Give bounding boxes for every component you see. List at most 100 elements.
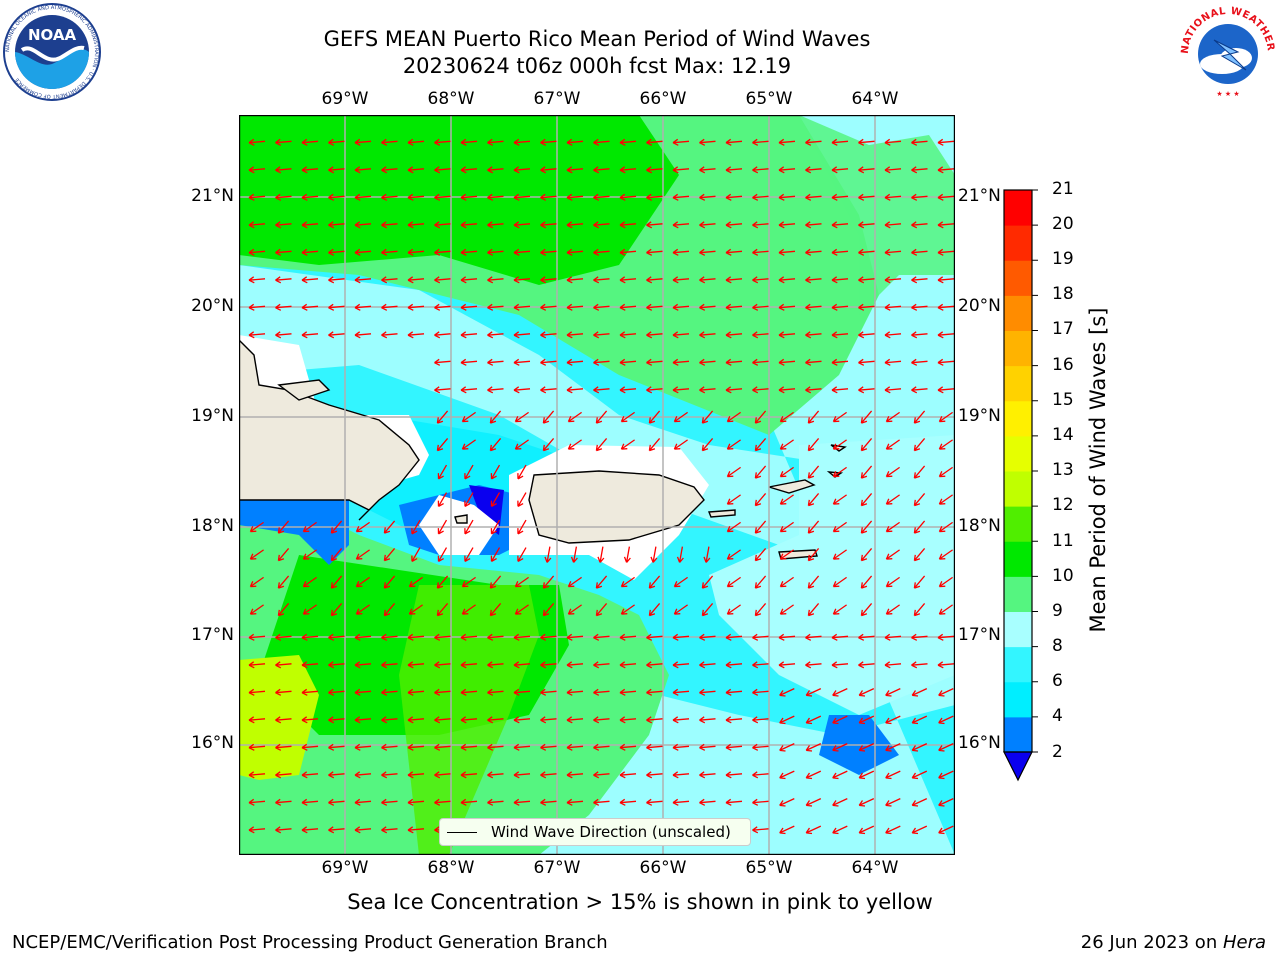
wind-wave-arrow xyxy=(595,410,608,424)
colorbar-tick-label: 21 xyxy=(1052,179,1074,199)
wind-wave-arrow xyxy=(407,248,425,256)
wind-wave-arrow xyxy=(542,437,555,452)
wind-wave-arrow xyxy=(672,358,690,366)
colorbar-segment xyxy=(1004,576,1032,612)
wind-wave-arrow xyxy=(778,633,796,641)
wind-wave-arrow xyxy=(328,331,345,339)
lon-label-bottom: 67°W xyxy=(533,858,581,878)
wind-wave-arrow xyxy=(301,716,319,724)
wind-wave-arrow xyxy=(752,331,769,339)
wind-wave-arrow xyxy=(805,248,822,256)
wind-wave-arrow xyxy=(831,138,849,146)
legend-line-sample xyxy=(447,832,477,833)
colorbar-tick-label: 15 xyxy=(1052,390,1074,410)
wind-wave-arrow xyxy=(593,358,610,366)
lon-label-bottom: 66°W xyxy=(639,858,687,878)
wind-wave-arrow xyxy=(831,221,849,229)
wind-wave-arrow xyxy=(779,798,795,807)
colorbar xyxy=(1003,189,1038,782)
wind-wave-arrow xyxy=(884,221,902,229)
wind-wave-arrow xyxy=(489,410,502,424)
wind-wave-arrow xyxy=(858,276,875,284)
wind-wave-arrow xyxy=(487,138,504,146)
wind-wave-arrow xyxy=(884,303,902,311)
wind-wave-arrow xyxy=(752,386,769,394)
wind-wave-arrow xyxy=(460,716,478,724)
wind-wave-arrow xyxy=(911,193,928,201)
wind-wave-arrow xyxy=(807,602,820,617)
wind-wave-arrow xyxy=(436,575,449,589)
wind-wave-arrow xyxy=(672,771,690,779)
wind-wave-arrow xyxy=(754,520,767,534)
lon-label-top: 68°W xyxy=(427,89,475,109)
wind-wave-arrow xyxy=(275,633,292,641)
map-legend: Wind Wave Direction (unscaled) xyxy=(439,818,751,846)
wind-wave-arrow xyxy=(487,358,504,366)
wind-wave-arrow xyxy=(752,633,769,641)
wind-wave-arrow xyxy=(938,798,954,807)
wind-wave-arrow xyxy=(301,193,319,201)
wind-wave-arrow xyxy=(646,276,663,284)
wind-wave-arrow xyxy=(407,661,425,669)
lon-label-top: 69°W xyxy=(321,89,369,109)
colorbar-tick-label: 6 xyxy=(1052,671,1063,691)
wind-wave-arrow xyxy=(913,575,926,589)
wind-wave-arrow xyxy=(884,386,902,394)
wind-wave-arrow xyxy=(807,575,820,589)
wind-wave-arrow xyxy=(407,771,425,779)
wind-wave-arrow xyxy=(540,303,557,311)
lat-label-left: 20°N xyxy=(191,296,234,316)
wind-wave-arrow xyxy=(489,575,502,589)
wind-wave-arrow xyxy=(540,716,557,724)
wind-wave-arrow xyxy=(646,193,663,201)
wave-period-field xyxy=(239,115,955,855)
wind-wave-arrow xyxy=(646,358,663,366)
wind-wave-arrow xyxy=(805,715,822,725)
wind-wave-arrow xyxy=(832,825,848,835)
wind-wave-arrow xyxy=(513,716,531,724)
wind-wave-arrow xyxy=(460,303,478,311)
wind-wave-arrow xyxy=(831,358,849,366)
colorbar-tick-label: 16 xyxy=(1052,355,1074,375)
wind-wave-arrow xyxy=(831,276,849,284)
wind-wave-arrow xyxy=(699,386,716,394)
wind-wave-arrow xyxy=(460,193,478,201)
svg-text:★ ★ ★: ★ ★ ★ xyxy=(1216,90,1239,98)
wind-wave-arrow xyxy=(619,248,637,256)
wind-wave-arrow xyxy=(460,771,478,779)
wind-wave-arrow xyxy=(593,633,610,641)
wind-wave-arrow xyxy=(460,798,478,806)
wind-wave-arrow xyxy=(248,303,266,311)
wind-wave-arrow xyxy=(275,166,292,174)
wind-wave-arrow xyxy=(567,604,582,615)
wind-wave-arrow xyxy=(860,602,873,617)
wind-wave-arrow xyxy=(381,716,398,724)
wind-wave-arrow xyxy=(487,166,504,174)
wind-wave-arrow xyxy=(513,633,531,641)
wind-wave-arrow xyxy=(328,661,345,669)
wind-wave-arrow xyxy=(726,549,741,560)
wind-wave-arrow xyxy=(858,193,875,201)
wind-wave-arrow xyxy=(699,798,716,806)
wind-wave-arrow xyxy=(542,602,555,617)
wind-wave-arrow xyxy=(911,386,928,394)
wind-wave-arrow xyxy=(354,193,372,201)
wind-wave-arrow xyxy=(513,386,531,394)
wind-wave-arrow xyxy=(540,661,557,669)
wind-wave-arrow xyxy=(434,743,451,751)
wind-wave-arrow xyxy=(566,331,584,339)
wind-wave-arrow xyxy=(832,521,847,533)
wind-wave-arrow xyxy=(754,437,767,452)
wind-wave-arrow xyxy=(754,602,767,617)
wind-wave-arrow xyxy=(913,465,926,479)
wind-wave-arrow xyxy=(354,221,372,229)
wind-wave-arrow xyxy=(911,715,928,725)
wind-wave-arrow xyxy=(514,604,529,615)
wind-wave-arrow xyxy=(302,604,317,615)
wind-wave-arrow xyxy=(885,743,901,752)
wind-wave-arrow xyxy=(673,439,688,450)
wind-wave-arrow xyxy=(354,826,372,834)
colorbar-tick-label: 8 xyxy=(1052,636,1063,656)
wind-wave-arrow xyxy=(699,276,716,284)
wind-wave-arrow xyxy=(726,576,741,588)
